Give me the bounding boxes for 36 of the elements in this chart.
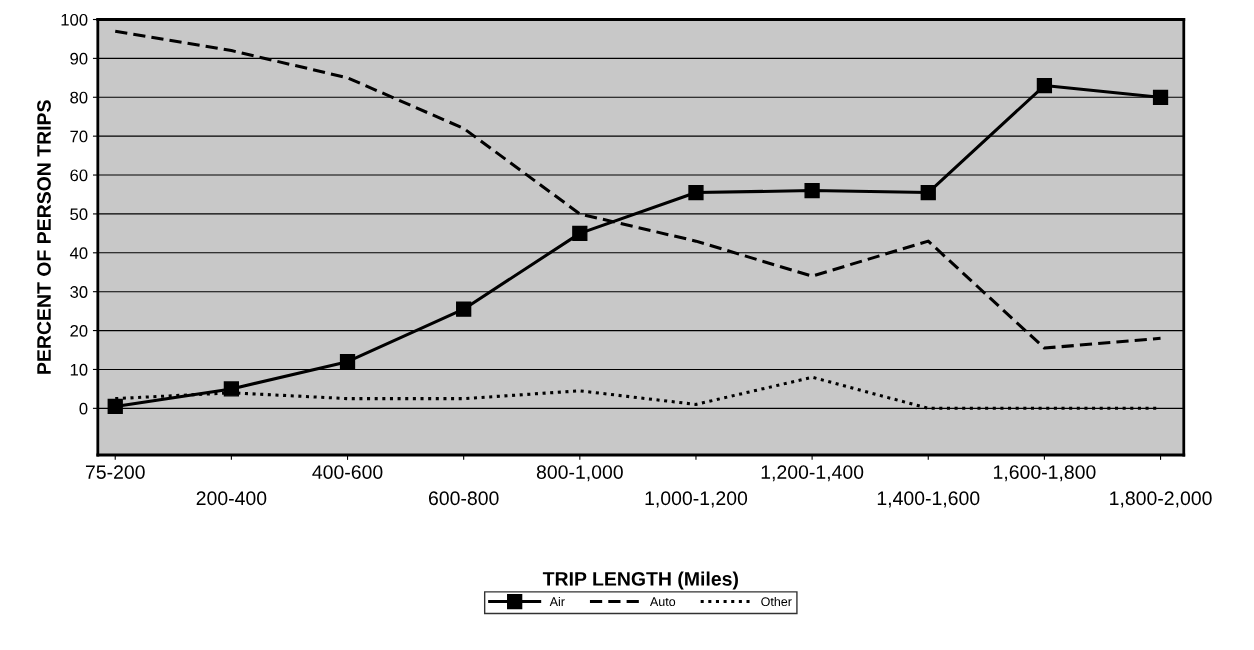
x-tick-label: 1,200-1,400 <box>761 465 864 482</box>
point <box>107 398 123 415</box>
y-tick-label: 30 <box>70 286 88 298</box>
x-tick-label: 75-200 <box>85 465 145 479</box>
point <box>1152 89 1169 105</box>
x-tick-label: 600-800 <box>428 491 499 506</box>
y-tick-label: 70 <box>70 130 88 143</box>
x-tick-label: 400-600 <box>312 465 383 479</box>
point <box>456 301 472 317</box>
y-tick-label: 100 <box>61 13 88 26</box>
point <box>688 184 704 201</box>
point <box>920 184 936 201</box>
y-tick-label: 20 <box>70 324 88 337</box>
y-tick-label: 0 <box>79 402 88 415</box>
point <box>804 182 820 199</box>
y-tick-label: 40 <box>69 247 88 260</box>
x-axis-title: TRIP LENGTH (Miles) <box>542 571 738 590</box>
x-tick-label: 1,000-1,200 <box>645 491 748 508</box>
legend-label: Auto <box>649 597 676 607</box>
y-tick-label: 60 <box>70 169 88 182</box>
y-tick-label: 50 <box>70 208 88 221</box>
point <box>572 225 588 242</box>
x-tick-label: 1,400-1,600 <box>877 491 980 508</box>
point <box>1036 77 1053 94</box>
x-tick-label: 1,600-1,800 <box>993 465 1096 482</box>
y-tick-label: 10 <box>70 363 88 376</box>
y-tick-label: 80 <box>70 91 88 104</box>
x-tick-label: 200-400 <box>196 491 267 506</box>
legend-label: Air <box>549 596 565 606</box>
x-tick-label: 800-1,000 <box>536 465 623 482</box>
x-tick-label: 1,800-2,000 <box>1110 491 1212 508</box>
y-axis-title: PERCENT OF PERSON TRIPS <box>37 100 51 374</box>
point <box>339 354 356 370</box>
y-tick-label: 90 <box>70 52 88 65</box>
point <box>223 381 240 397</box>
legend-label: Other <box>761 596 792 607</box>
